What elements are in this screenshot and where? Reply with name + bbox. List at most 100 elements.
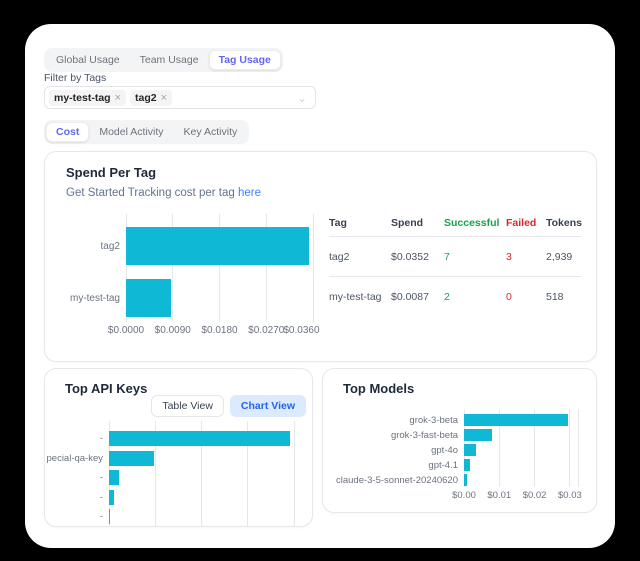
gridline bbox=[498, 409, 500, 487]
tab-key-activity[interactable]: Key Activity bbox=[183, 126, 238, 138]
gridline bbox=[577, 409, 579, 487]
cell-tokens: 2,939 bbox=[546, 250, 573, 263]
filter-by-tags-label: Filter by Tags bbox=[44, 72, 107, 84]
top-api-keys-title: Top API Keys bbox=[65, 381, 148, 396]
axis-tick-label: $0.0090 bbox=[154, 325, 191, 336]
category-label: - bbox=[99, 511, 103, 523]
col-tag: Tag bbox=[329, 217, 347, 229]
table-view-button[interactable]: Table View bbox=[151, 395, 224, 417]
bar bbox=[464, 414, 569, 426]
chart-x-axis: $0.0000 $0.0090 $0.0180 $0.0270 $0.0360 bbox=[108, 322, 320, 338]
col-spend: Spend bbox=[391, 217, 424, 229]
tag-spend-table: Tag Spend Successful Failed Tokens tag2 … bbox=[329, 210, 582, 316]
axis-tick-label: $0.00 bbox=[452, 490, 476, 501]
chart-plot-area bbox=[463, 409, 579, 487]
tag-filter-select[interactable]: my-test-tag × tag2 × ⌄ bbox=[44, 86, 316, 109]
bar bbox=[109, 450, 154, 466]
top-models-title: Top Models bbox=[343, 381, 415, 396]
cell-tag: tag2 bbox=[329, 250, 350, 263]
spend-per-tag-subtitle: Get Started Tracking cost per tag here bbox=[66, 187, 261, 199]
chart-plot-area bbox=[108, 421, 295, 526]
spend-per-tag-chart: tag2 my-test-tag $0.0000 $0.0090 $0.0180 $0.0… bbox=[65, 214, 320, 338]
remove-tag-icon[interactable]: × bbox=[114, 91, 122, 104]
cell-spend: $0.0352 bbox=[391, 250, 429, 263]
gridline bbox=[293, 421, 295, 526]
tag-pill-label: my-test-tag bbox=[54, 91, 111, 104]
top-api-keys-chart: - pecial-qa-key - - - bbox=[45, 421, 295, 526]
axis-tick-label: $0.0270 bbox=[248, 325, 285, 336]
chart-category-labels: - pecial-qa-key - - - bbox=[45, 421, 109, 526]
cost-tab-group: Cost Model Activity Key Activity bbox=[44, 120, 250, 144]
cell-tag: my-test-tag bbox=[329, 290, 382, 303]
category-label: my-test-tag bbox=[69, 292, 120, 304]
tag-pill-tag2: tag2 × bbox=[130, 89, 173, 106]
col-successful: Successful bbox=[444, 217, 500, 229]
chart-plot-area bbox=[125, 214, 314, 322]
category-label: pecial-qa-key bbox=[46, 452, 104, 464]
gridline bbox=[312, 214, 314, 322]
bar bbox=[464, 429, 492, 441]
chart-x-axis: $0.00 $0.01 $0.02 $0.03 bbox=[452, 487, 582, 503]
spend-per-tag-card: Spend Per Tag Get Started Tracking cost … bbox=[44, 151, 597, 362]
subtitle-text: Get Started Tracking cost per tag bbox=[66, 187, 235, 199]
tab-cost[interactable]: Cost bbox=[46, 122, 90, 142]
table-row: my-test-tag $0.0087 2 0 518 bbox=[329, 276, 581, 316]
view-toggle: Table View Chart View bbox=[151, 395, 306, 417]
axis-tick-label: $0.0360 bbox=[283, 325, 320, 336]
cell-successful: 2 bbox=[444, 290, 450, 303]
tab-global-usage[interactable]: Global Usage bbox=[56, 54, 120, 66]
axis-tick-label: $0.01 bbox=[487, 490, 512, 501]
bar bbox=[109, 489, 114, 505]
axis-tick-label: $0.03 bbox=[557, 490, 582, 501]
bar bbox=[126, 279, 172, 317]
cell-failed: 0 bbox=[506, 290, 512, 303]
cell-failed: 3 bbox=[506, 250, 512, 263]
gridline bbox=[125, 214, 127, 322]
bar bbox=[464, 474, 467, 486]
chevron-down-icon[interactable]: ⌄ bbox=[296, 90, 307, 105]
category-label: gpt-4o bbox=[431, 444, 458, 456]
category-label: grok-3-fast-beta bbox=[390, 429, 458, 441]
top-api-keys-card: Top API Keys Table View Chart View - peci… bbox=[44, 368, 313, 527]
bar bbox=[109, 470, 119, 486]
category-label: - bbox=[99, 433, 103, 445]
main-panel: Global Usage Team Usage Tag Usage Filter… bbox=[25, 24, 615, 548]
spend-per-tag-title: Spend Per Tag bbox=[66, 165, 157, 180]
remove-tag-icon[interactable]: × bbox=[160, 91, 168, 104]
gridline bbox=[265, 214, 267, 322]
axis-tick-label: $0.0000 bbox=[107, 325, 145, 336]
table-header-row: Tag Spend Successful Failed Tokens bbox=[329, 210, 582, 236]
col-failed: Failed bbox=[506, 217, 537, 229]
tab-team-usage[interactable]: Team Usage bbox=[139, 54, 199, 66]
gridline bbox=[534, 409, 536, 487]
chart-category-labels: tag2 my-test-tag bbox=[65, 214, 126, 338]
bar bbox=[464, 459, 470, 471]
gridline bbox=[247, 421, 249, 526]
table-row: tag2 $0.0352 7 3 2,939 bbox=[329, 236, 581, 276]
cell-successful: 7 bbox=[444, 250, 450, 263]
tracking-here-link[interactable]: here bbox=[237, 187, 261, 199]
chart-view-button[interactable]: Chart View bbox=[229, 395, 306, 417]
category-label: tag2 bbox=[100, 240, 120, 252]
axis-tick-label: $0.02 bbox=[522, 490, 547, 501]
gridline bbox=[201, 421, 202, 526]
bar bbox=[109, 509, 110, 525]
category-label: - bbox=[99, 491, 103, 503]
tag-pill-label: tag2 bbox=[135, 91, 157, 104]
gridline bbox=[219, 214, 220, 322]
gridline bbox=[154, 421, 156, 526]
tab-tag-usage[interactable]: Tag Usage bbox=[208, 50, 281, 70]
bar bbox=[126, 227, 309, 265]
chart-category-labels: grok-3-beta grok-3-fast-beta gpt-4o gpt-4.1… bbox=[326, 409, 464, 503]
category-label: gpt-4.1 bbox=[428, 459, 458, 471]
col-tokens: Tokens bbox=[546, 217, 582, 229]
top-models-chart: grok-3-beta grok-3-fast-beta gpt-4o gpt-4.1… bbox=[326, 409, 582, 503]
tag-pill-my-test-tag: my-test-tag × bbox=[49, 89, 127, 106]
cell-spend: $0.0087 bbox=[391, 290, 429, 303]
top-models-card: Top Models grok-3-beta grok-3-fast-beta gp… bbox=[322, 368, 597, 513]
bar bbox=[464, 444, 477, 456]
tab-model-activity[interactable]: Model Activity bbox=[99, 126, 164, 138]
category-label: grok-3-beta bbox=[409, 414, 458, 426]
category-label: claude-3-5-sonnet-20240620 bbox=[335, 474, 458, 486]
gridline bbox=[569, 409, 571, 487]
